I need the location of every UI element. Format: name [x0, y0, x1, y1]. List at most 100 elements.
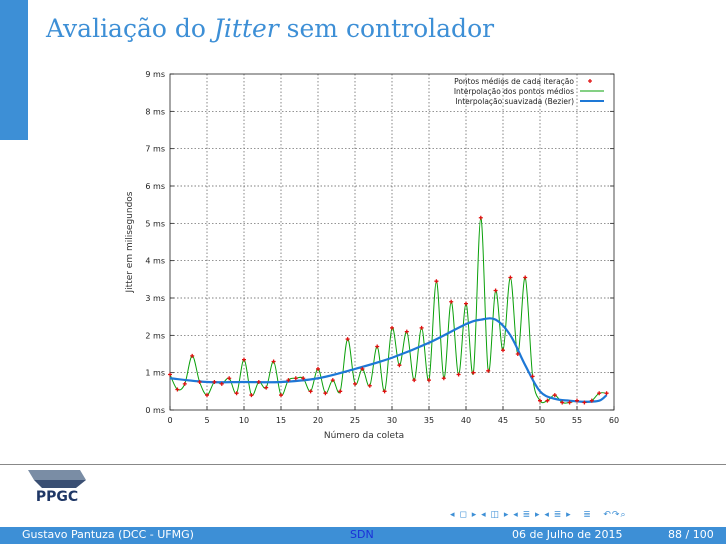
data-point — [205, 393, 209, 398]
chart-series — [168, 215, 609, 405]
data-point — [182, 381, 187, 386]
x-tick-label: 20 — [313, 416, 323, 425]
y-tick-label: 6 ms — [145, 182, 165, 191]
x-axis-label: Número da coleta — [324, 431, 404, 441]
data-point — [279, 393, 283, 398]
footer-page-number: 88 / 100 — [668, 528, 714, 541]
data-point — [219, 381, 224, 386]
data-point — [604, 391, 609, 396]
data-point — [538, 398, 542, 403]
data-point — [523, 275, 528, 280]
chart-ticks: 0 5 10 15 20 25 30 35 40 45 50 55 60 0 ms 1 ms 2 ms 3 ms… — [145, 70, 619, 425]
legend-label: Pontos médios de cada iteração — [454, 77, 574, 86]
data-point — [530, 374, 535, 379]
data-point — [404, 329, 409, 334]
data-point — [486, 368, 491, 373]
y-tick-label: 8 ms — [145, 107, 165, 116]
chart-legend: Pontos médios de cada iteraçãoInterpolaç… — [454, 77, 604, 106]
beamer-navigation[interactable]: ◂ ◻ ▸ ◂ ◫ ▸ ◂ ≣ ▸ ◂ ≣ ▸ ≣ ↶↷⌕ — [450, 510, 627, 520]
footer-author: Gustavo Pantuza (DCC - UFMG) — [22, 528, 194, 541]
jitter-chart: 0 5 10 15 20 25 30 35 40 45 50 55 60 0 ms 1 ms 2 ms 3 ms… — [125, 70, 619, 441]
data-point — [234, 391, 239, 396]
data-point — [589, 398, 594, 403]
data-point — [330, 378, 335, 383]
data-point — [471, 370, 476, 375]
chart-grid — [170, 74, 614, 410]
data-point — [227, 376, 232, 381]
slide-footer: Gustavo Pantuza (DCC - UFMG) SDN 06 de J… — [0, 527, 726, 544]
data-point — [301, 376, 306, 381]
x-tick-label: 50 — [535, 416, 545, 425]
data-point — [256, 380, 261, 384]
data-point — [552, 393, 557, 398]
data-point — [286, 378, 291, 383]
data-point — [419, 325, 424, 330]
data-point — [493, 288, 498, 293]
data-point — [264, 385, 269, 390]
y-tick-label: 1 ms — [145, 369, 165, 378]
data-point — [560, 400, 565, 405]
slide-title: Avaliação do Jitter sem controlador — [46, 14, 494, 43]
data-point — [456, 372, 461, 377]
series-bezier-line — [169, 317, 608, 403]
legend-label: Interpolação dos pontos médios — [454, 87, 574, 96]
x-tick-label: 15 — [276, 416, 286, 425]
data-point — [175, 387, 180, 392]
y-tick-label: 9 ms — [145, 70, 165, 79]
data-point — [345, 337, 350, 342]
data-point — [367, 383, 372, 388]
x-tick-label: 30 — [387, 416, 397, 425]
data-point — [501, 348, 505, 353]
footer-date: 06 de Julho de 2015 — [512, 528, 623, 541]
sidebar-accent — [0, 0, 28, 140]
footer-divider — [0, 464, 726, 465]
data-point — [338, 389, 343, 394]
x-tick-label: 5 — [204, 416, 209, 425]
footer-short-title: SDN — [350, 528, 374, 541]
data-point — [293, 376, 298, 381]
data-point — [464, 301, 468, 306]
data-point — [308, 389, 313, 394]
data-point — [427, 378, 431, 383]
data-point — [412, 378, 417, 383]
y-tick-label: 0 ms — [145, 406, 165, 415]
data-point — [567, 400, 572, 405]
logo-text: PPGC — [36, 489, 78, 504]
data-point — [316, 366, 320, 371]
title-prefix: Avaliação do — [46, 14, 214, 43]
title-italic: Jitter — [213, 14, 279, 43]
x-tick-label: 10 — [239, 416, 249, 425]
title-suffix: sem controlador — [278, 14, 495, 43]
data-point — [323, 391, 328, 396]
data-point — [597, 391, 602, 396]
x-tick-label: 55 — [572, 416, 582, 425]
x-tick-label: 45 — [498, 416, 508, 425]
x-tick-label: 0 — [167, 416, 172, 425]
data-point — [397, 363, 402, 368]
x-tick-label: 60 — [609, 416, 619, 425]
data-point — [382, 389, 387, 394]
y-axis-label: Jitter em milisegundos — [125, 191, 135, 293]
data-point — [575, 398, 579, 403]
y-tick-label: 4 ms — [145, 257, 165, 266]
data-point — [449, 299, 454, 304]
x-tick-label: 25 — [350, 416, 360, 425]
data-point — [390, 325, 394, 330]
data-point — [212, 380, 217, 384]
y-tick-label: 7 ms — [145, 145, 165, 154]
legend-marker-points — [588, 79, 592, 83]
x-tick-label: 35 — [424, 416, 434, 425]
data-point — [242, 357, 246, 362]
y-tick-label: 5 ms — [145, 219, 165, 228]
data-point — [249, 393, 254, 398]
data-point — [353, 381, 357, 386]
data-point — [271, 359, 276, 364]
data-point — [478, 215, 483, 220]
ppgc-logo: PPGC — [28, 470, 86, 504]
y-tick-label: 3 ms — [145, 294, 165, 303]
data-point — [508, 275, 513, 280]
legend-label: Interpolação suavizada (Bezier) — [455, 97, 574, 106]
y-tick-label: 2 ms — [145, 331, 165, 340]
data-point — [515, 352, 520, 356]
data-point — [190, 353, 195, 358]
